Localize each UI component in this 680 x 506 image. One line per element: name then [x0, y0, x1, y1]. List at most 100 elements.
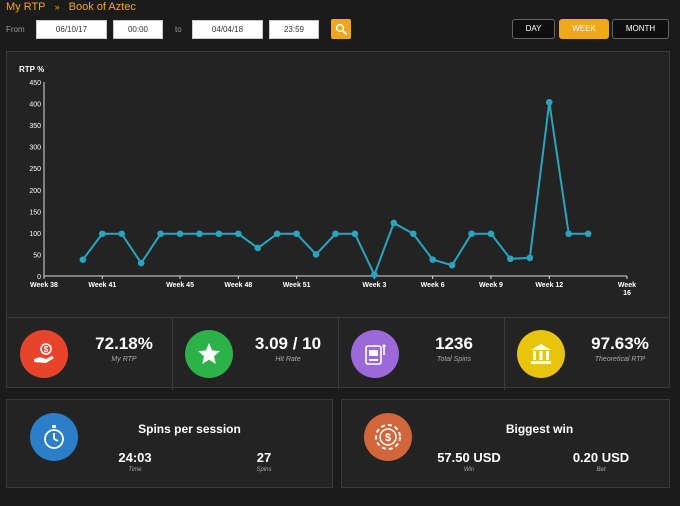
stat-total-spins: 1236 Total Spins: [339, 318, 504, 390]
x-tick-label: Week 41: [88, 282, 116, 289]
search-button[interactable]: [331, 19, 351, 39]
stat-hit-rate-circle: [185, 330, 233, 378]
y-tick-label: 150: [29, 209, 41, 216]
stat-theoretical-rtp-label: Theoretical RTP: [594, 356, 646, 363]
y-tick-label: 250: [29, 166, 41, 173]
from-date-input[interactable]: 06/10/17: [36, 20, 107, 39]
data-point[interactable]: [371, 271, 378, 279]
y-tick-label: 400: [29, 102, 41, 109]
from-label: From: [6, 25, 25, 34]
from-time-input[interactable]: 00:00: [113, 20, 163, 39]
stat-theoretical-rtp-circle: [517, 330, 565, 378]
data-point[interactable]: [526, 254, 534, 262]
data-point[interactable]: [273, 230, 281, 238]
data-point[interactable]: [118, 230, 126, 238]
spins-per-session-panel: Spins per session 24:03 Time 27 Spins: [6, 399, 333, 488]
data-point[interactable]: [409, 230, 417, 238]
x-tick-label: Week 6: [421, 282, 445, 289]
data-point[interactable]: [99, 230, 106, 238]
stat-total-spins-label: Total Spins: [436, 356, 472, 363]
tab-day[interactable]: DAY: [512, 19, 555, 39]
y-tick-label: 350: [29, 123, 41, 130]
data-point[interactable]: [448, 261, 456, 269]
breadcrumb-separator: »: [54, 2, 60, 12]
tab-month[interactable]: MONTH: [612, 19, 669, 39]
session-time-value: 24:03: [118, 450, 152, 465]
session-time-label: Time: [128, 467, 142, 473]
data-point[interactable]: [79, 256, 87, 263]
stat-hit-rate-label: Hit Rate: [275, 356, 301, 363]
x-tick-label: Week 38: [30, 282, 58, 289]
stat-theoretical-rtp-value: 97.63%: [591, 334, 649, 353]
y-tick-label: 200: [29, 188, 41, 195]
stat-hit-rate-value: 3.09 / 10: [254, 334, 322, 353]
to-date-input[interactable]: 04/04/18: [192, 20, 263, 39]
data-point[interactable]: [235, 230, 242, 238]
stat-hit-rate: 3.09 / 10 Hit Rate: [173, 318, 338, 390]
rtp-line-chart: RTP % 0 50 100 150 200 250 300 350 400 450 Week 3…: [19, 65, 636, 297]
stopwatch-icon: [44, 425, 64, 449]
biggest-win-value: 57.50 USD: [437, 450, 501, 465]
x-tick-label: Week 45: [166, 282, 194, 289]
stat-my-rtp-circle: $: [20, 330, 68, 378]
x-tick-label: Week 3: [362, 282, 386, 289]
x-tick-label: Week 9: [479, 282, 503, 289]
biggest-bet-value: 0.20 USD: [572, 450, 630, 465]
biggest-win-circle: $: [364, 413, 412, 461]
data-point[interactable]: [487, 230, 495, 238]
y-tick-label: 0: [37, 274, 41, 281]
y-tick-label: 300: [29, 145, 41, 152]
data-point[interactable]: [429, 256, 436, 263]
data-point[interactable]: [215, 230, 223, 238]
svg-text:$: $: [385, 432, 391, 444]
stat-total-spins-value: 1236: [435, 334, 473, 353]
stat-divider: [338, 318, 339, 390]
breadcrumb-my-rtp[interactable]: My RTP: [6, 1, 46, 13]
y-axis-label: RTP %: [19, 65, 44, 74]
data-point[interactable]: [254, 244, 262, 252]
data-point[interactable]: [332, 230, 339, 238]
y-tick-label: 50: [33, 252, 41, 259]
to-label: to: [175, 25, 182, 34]
to-time-input[interactable]: 23:59: [269, 20, 319, 39]
data-point[interactable]: [196, 230, 203, 238]
data-point[interactable]: [157, 230, 164, 238]
stat-my-rtp: $ 72.18% My RTP: [7, 318, 172, 390]
data-point[interactable]: [176, 230, 184, 238]
stats-row: $ 72.18% My RTP 3.09 / 10 Hit Rate: [7, 317, 669, 390]
svg-text:$: $: [44, 345, 49, 354]
data-point[interactable]: [390, 219, 398, 227]
search-icon: [335, 23, 347, 35]
data-point[interactable]: [293, 230, 300, 238]
data-point[interactable]: [468, 230, 475, 238]
x-tick-label: Week 51: [283, 282, 311, 289]
data-point[interactable]: [545, 98, 553, 106]
slot-machine-icon: [365, 344, 386, 365]
session-spins-label: Spins: [256, 467, 272, 473]
rtp-panel: RTP % 0 50 100 150 200 250 300 350 400 450 Week 3…: [6, 51, 670, 390]
data-point[interactable]: [507, 255, 514, 263]
tab-week[interactable]: WEEK: [559, 19, 609, 39]
y-tick-label: 100: [29, 231, 41, 238]
breadcrumb-game: Book of Aztec: [68, 1, 136, 13]
x-tick-label: Week 12: [535, 282, 563, 289]
bank-icon: [531, 344, 551, 364]
star-icon: [198, 343, 220, 364]
data-point[interactable]: [584, 230, 592, 238]
y-tick-label: 450: [29, 80, 41, 87]
data-point[interactable]: [137, 259, 145, 267]
data-point[interactable]: [312, 251, 320, 258]
rtp-series-line: [82, 102, 589, 278]
data-point[interactable]: [351, 230, 359, 238]
stat-my-rtp-label: My RTP: [111, 356, 137, 363]
session-title: Spins per session: [138, 422, 241, 436]
stat-my-rtp-value: 72.18%: [95, 334, 153, 353]
stat-total-spins-circle: [351, 330, 399, 378]
x-tick-label: Week 16: [618, 282, 636, 297]
hand-money-icon: $: [34, 343, 54, 363]
stat-divider: [172, 318, 173, 390]
biggest-bet-label: Bet: [596, 467, 606, 473]
data-point[interactable]: [565, 230, 572, 238]
biggest-win-panel: $ Biggest win 57.50 USD Win 0.20 USD Bet: [341, 399, 670, 488]
casino-chip-icon: $: [375, 424, 401, 450]
